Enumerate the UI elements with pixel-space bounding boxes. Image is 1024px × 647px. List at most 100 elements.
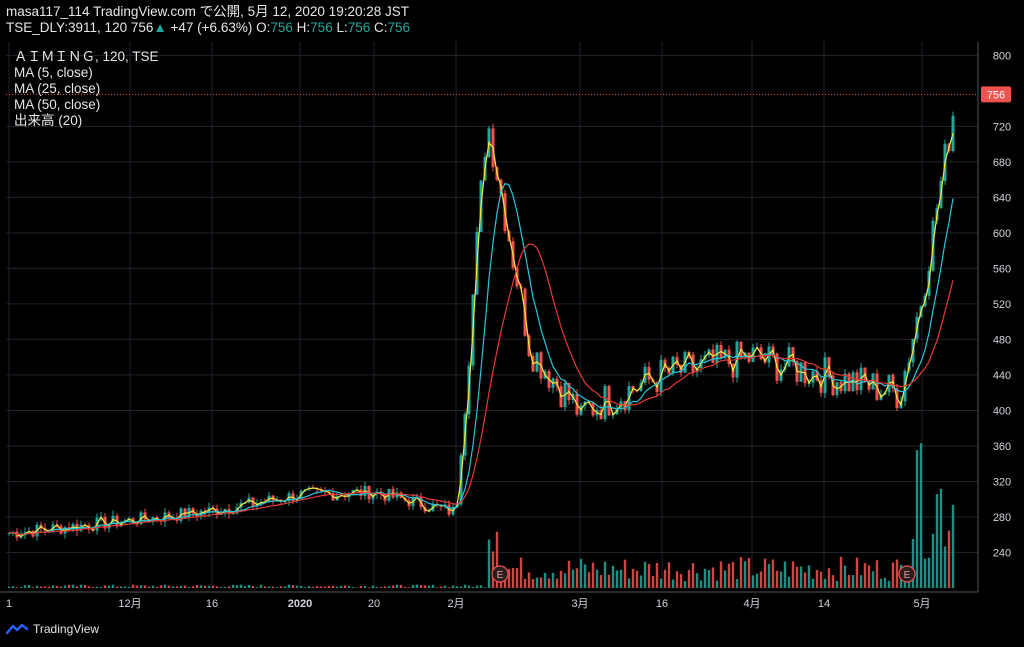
volume-bar (383, 586, 387, 588)
volume-bar (751, 575, 755, 588)
volume-bar (335, 586, 339, 588)
volume-bar (767, 563, 771, 588)
volume-bar (679, 574, 683, 588)
volume-bar (227, 586, 231, 588)
volume-bar (171, 586, 175, 588)
y-tick-label: 600 (993, 228, 1011, 240)
volume-bar (55, 585, 59, 588)
volume-bar (199, 585, 203, 588)
volume-bar (607, 574, 611, 588)
volume-bar (731, 562, 735, 588)
high-value: 756 (310, 20, 333, 35)
volume-bar (407, 587, 411, 588)
tradingview-brand[interactable]: TradingView (6, 622, 99, 636)
volume-bar (763, 558, 767, 588)
volume-bar (551, 572, 555, 588)
volume-bar (699, 580, 703, 588)
volume-bar (615, 570, 619, 588)
legend-symbol[interactable]: ＡＩＭＩＮＧ, 120, TSE (14, 49, 159, 64)
volume-bar (211, 585, 215, 588)
volume-bar (315, 585, 319, 588)
legend-ma25[interactable]: MA (25, close) (14, 81, 101, 96)
volume-bar (727, 563, 731, 588)
brand-label: TradingView (33, 622, 100, 636)
legend-ma5[interactable]: MA (5, close) (14, 65, 93, 80)
volume-bar (603, 561, 607, 588)
volume-bar (747, 557, 751, 588)
volume-bar (395, 584, 399, 588)
y-tick-label: 680 (993, 157, 1011, 169)
volume-bar (439, 586, 443, 588)
earnings-marker (898, 565, 916, 583)
volume-bar (343, 585, 347, 588)
volume-bar (331, 585, 335, 588)
volume-bar (247, 584, 251, 588)
volume-bar (275, 587, 279, 588)
volume-bar (327, 585, 331, 588)
volume-bar (307, 586, 311, 588)
volume-bar (703, 568, 707, 588)
volume-bar (263, 586, 267, 588)
legend-ma50[interactable]: MA (50, close) (14, 97, 101, 112)
volume-bar (683, 581, 687, 588)
volume-bar (815, 569, 819, 588)
volume-bar (135, 585, 139, 588)
y-tick-label: 440 (993, 370, 1011, 382)
x-tick-label: 2月 (447, 598, 464, 610)
volume-bar (259, 584, 263, 588)
volume-bar (431, 584, 435, 588)
legend-volume[interactable]: 出来高 (20) (14, 113, 83, 128)
y-tick-label: 320 (993, 476, 1011, 488)
volume-bar (635, 570, 639, 588)
volume-bar (27, 584, 31, 588)
volume-bar (563, 573, 567, 588)
volume-bar (611, 565, 615, 588)
volume-bar (159, 585, 163, 588)
up-arrow-icon: ▲ (153, 20, 167, 35)
volume-bar (323, 586, 327, 588)
volume-bar (539, 577, 543, 588)
volume-bar (771, 559, 775, 588)
volume-bar (75, 586, 79, 588)
volume-bar (475, 585, 479, 588)
volume-bar (919, 443, 923, 588)
volume-bar (511, 567, 515, 588)
volume-bar (623, 559, 627, 588)
volume-bar (67, 584, 71, 588)
volume-bar (639, 575, 643, 588)
volume-bar (847, 574, 851, 588)
ma50-line (8, 243, 954, 536)
volume-bar (851, 575, 855, 588)
volume-bar (43, 586, 47, 588)
volume-bar (443, 585, 447, 588)
volume-bar (671, 579, 675, 588)
volume-bar (243, 586, 247, 588)
volume-bar (931, 533, 935, 588)
volume-bar (251, 586, 255, 588)
volume-bar (487, 539, 491, 588)
volume-bar (427, 585, 431, 588)
x-tick-label: 14 (818, 598, 830, 610)
volume-bar (207, 585, 211, 588)
last-price-label: 756 (987, 89, 1005, 101)
volume-bar (435, 587, 439, 588)
volume-bar (223, 586, 227, 588)
volume-bar (23, 585, 27, 588)
volume-bar (351, 587, 355, 588)
volume-bar (887, 580, 891, 588)
volume-bar (867, 565, 871, 588)
volume-bar (591, 562, 595, 588)
volume-bar (127, 586, 131, 588)
volume-bar (123, 586, 127, 588)
volume-bar (779, 571, 783, 588)
volume-bar (391, 585, 395, 588)
last-price-tag (981, 86, 1011, 103)
candle-body (951, 115, 955, 152)
volume-bar (667, 562, 671, 588)
volume-bar (215, 586, 219, 588)
volume-bar (523, 578, 527, 588)
volume-bar (739, 557, 743, 588)
volume-bar (459, 586, 463, 588)
symbol-prefix: TSE_DLY:3911, 120 (6, 20, 128, 35)
